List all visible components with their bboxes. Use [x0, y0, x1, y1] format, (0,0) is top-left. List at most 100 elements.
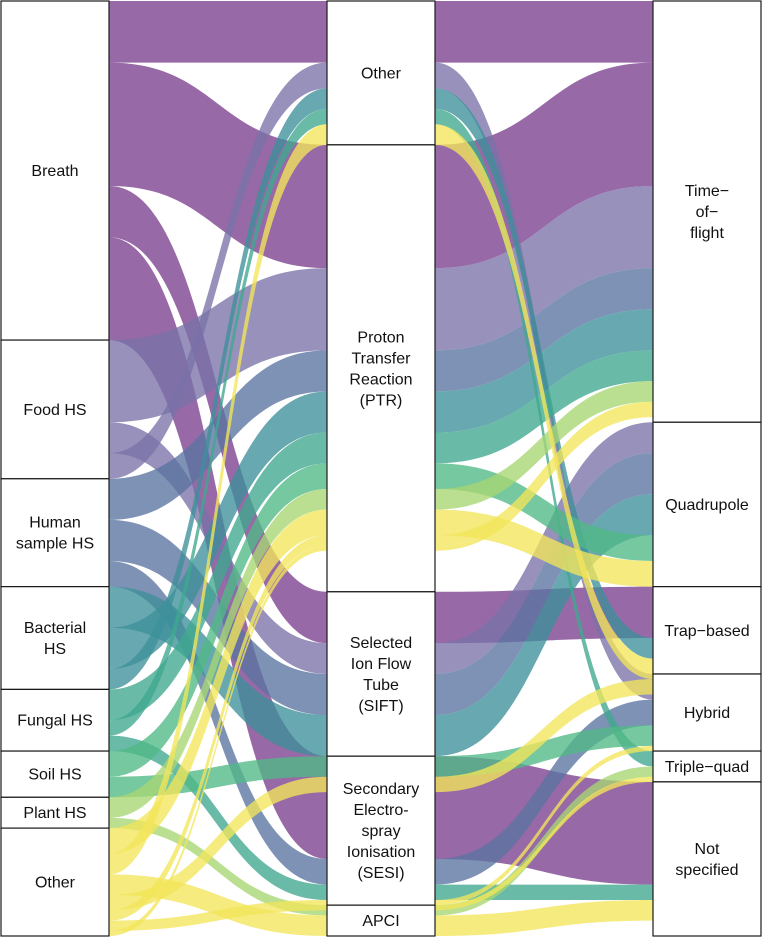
- flow-bacterial-to-other_ion-12: [109, 88, 327, 690]
- node-label-ptr-3: (PTR): [360, 392, 403, 409]
- node-label-fungal-0: Fungal HS: [17, 713, 93, 730]
- node-box-trap: [652, 586, 762, 675]
- flow-other_sample-to-sesi-25: [109, 900, 327, 926]
- node-human: Human sample HS: [0, 478, 110, 588]
- node-box-human: [0, 478, 110, 588]
- node-label-bacterial-1: HS: [44, 641, 66, 658]
- flow-fungal-to-other_ion-14: [109, 108, 327, 736]
- flow-other_ion-to-tof-0: [435, 1, 653, 63]
- node-label-triple-0: Triple−quad: [665, 759, 749, 776]
- node-label-human-1: sample HS: [16, 536, 94, 553]
- flow-fungal-to-sesi-15: [109, 735, 327, 901]
- node-notspec: Not specified: [652, 781, 762, 937]
- node-bacterial: Bacterial HS: [0, 586, 110, 691]
- node-label-sift-3: (SIFT): [358, 698, 403, 715]
- node-label-breath-0: Breath: [31, 163, 78, 180]
- node-label-quad-0: Quadrupole: [665, 497, 749, 514]
- flow-sift-to-quad-10: [435, 494, 653, 757]
- node-label-hybrid-0: Hybrid: [684, 705, 730, 722]
- node-box-triple: [652, 750, 762, 783]
- node-box-breath: [0, 0, 110, 341]
- flow-ptr-to-tof-7: [435, 268, 653, 392]
- node-apci: APCI: [326, 904, 436, 937]
- node-other_ion: Other: [326, 0, 436, 146]
- node-label-sesi-0: Secondary: [343, 781, 420, 798]
- flow-ptr-to-tof-18: [435, 381, 653, 510]
- flow-plant-to-apci-19: [109, 817, 327, 916]
- node-sift: Selected Ion Flow Tube (SIFT): [326, 591, 436, 757]
- flow-sift-to-trap-23: [435, 679, 653, 793]
- node-breath: Breath: [0, 0, 110, 341]
- node-box-tof: [652, 0, 762, 423]
- node-ptr: Proton Transfer Reaction (PTR): [326, 144, 436, 593]
- flow-human-to-ptr-7: [109, 350, 327, 520]
- flows-layer: [109, 1, 653, 936]
- flow-breath-to-other_ion-0: [109, 1, 327, 63]
- node-label-trap-0: Trap−based: [664, 623, 749, 640]
- flow-sift-to-quad-8: [435, 453, 653, 716]
- flow-other_sample-to-ptr-20: [109, 509, 327, 854]
- node-quad: Quadrupole: [652, 421, 762, 588]
- node-label-notspec-1: specified: [675, 862, 738, 879]
- node-label-bacterial-0: Bacterial: [24, 620, 86, 637]
- node-box-ptr: [326, 144, 436, 593]
- node-label-ptr-2: Reaction: [349, 371, 412, 388]
- node-label-ptr-0: Proton: [357, 329, 404, 346]
- flow-food-to-ptr-4: [109, 268, 327, 423]
- node-label-tof-1: of−: [696, 204, 719, 221]
- flow-other_sample-to-sesi-26: [109, 905, 327, 931]
- flow-other_ion-to-trap-21: [435, 124, 653, 680]
- node-sesi: Secondary Electro-spray Ionisation (SESI): [326, 755, 436, 906]
- node-label-soil-0: Soil HS: [28, 767, 81, 784]
- flow-sesi-to-hybrid-9: [435, 699, 653, 885]
- flow-other_sample-to-ptr-27: [109, 545, 327, 936]
- node-label-notspec-0: Not: [695, 841, 720, 858]
- node-trap: Trap−based: [652, 586, 762, 675]
- node-label-sift-2: Tube: [363, 677, 399, 694]
- node-other_sample: Other: [0, 827, 110, 937]
- node-box-sift: [326, 591, 436, 757]
- node-label-sesi-4: (SESI): [357, 865, 404, 882]
- node-label-apci-0: APCI: [362, 913, 399, 930]
- node-soil: Soil HS: [0, 750, 110, 798]
- node-label-tof-2: flight: [690, 225, 724, 242]
- node-plant: Plant HS: [0, 796, 110, 829]
- node-box-other_sample: [0, 827, 110, 937]
- node-label-sift-1: Ion Flow: [351, 656, 412, 673]
- node-label-sesi-1: Electro-: [353, 802, 408, 819]
- flow-soil-to-ptr-16: [109, 463, 327, 777]
- node-triple: Triple−quad: [652, 750, 762, 783]
- flow-ptr-to-tof-24: [435, 401, 653, 546]
- node-box-quad: [652, 421, 762, 588]
- node-label-tof-0: Time−: [685, 183, 729, 200]
- node-label-food-0: Food HS: [23, 402, 86, 419]
- node-label-sesi-3: Ionisation: [347, 844, 416, 861]
- node-label-plant-0: Plant HS: [23, 805, 86, 822]
- node-label-other_ion-0: Other: [361, 65, 402, 82]
- node-label-human-0: Human: [29, 515, 81, 532]
- flow-sesi-to-hybrid-25: [435, 745, 653, 906]
- flow-ptr-to-tof-4: [435, 185, 653, 351]
- node-box-bacterial: [0, 586, 110, 691]
- node-tof: Time− of− flight: [652, 0, 762, 423]
- node-box-other_ion: [326, 0, 436, 146]
- flow-sift-to-hybrid-17: [435, 725, 653, 777]
- node-box-food: [0, 339, 110, 480]
- flow-apci-to-notspec-22: [435, 900, 653, 936]
- flow-ptr-to-tof-27: [435, 411, 653, 551]
- node-box-sesi: [326, 755, 436, 906]
- node-box-notspec: [652, 781, 762, 937]
- flow-other_sample-to-sift-23: [109, 776, 327, 911]
- flow-bacterial-to-ptr-11: [109, 391, 327, 669]
- node-label-other_sample-0: Other: [35, 875, 76, 892]
- node-box-soil: [0, 750, 110, 798]
- flow-ptr-to-tof-1: [435, 62, 653, 269]
- flow-fungal-to-ptr-13: [109, 432, 327, 721]
- node-hybrid: Hybrid: [652, 673, 762, 752]
- node-box-apci: [326, 904, 436, 937]
- flow-plant-to-ptr-18: [109, 489, 327, 818]
- node-box-plant: [0, 796, 110, 829]
- flow-other_ion-to-trap-12: [435, 88, 653, 659]
